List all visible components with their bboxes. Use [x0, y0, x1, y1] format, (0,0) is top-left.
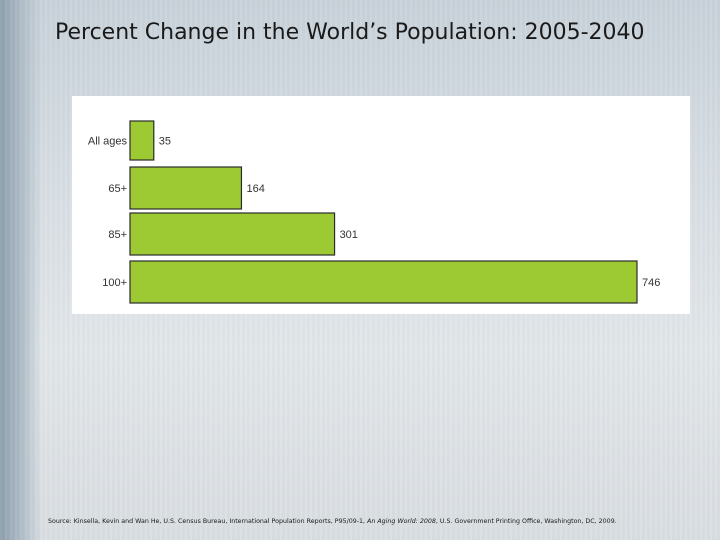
source-book-title: An Aging World: 2008: [367, 518, 436, 525]
left-decorative-strip: [0, 0, 42, 540]
category-label: 100+: [102, 277, 127, 289]
bar-100: [129, 260, 638, 304]
source-text-end: , U.S. Government Printing Office, Washi…: [435, 518, 617, 525]
category-label: 65+: [108, 183, 127, 195]
bar-65: [129, 166, 243, 210]
value-label: 746: [642, 277, 660, 289]
source-text: Source: Kinsella, Kevin and Wan He, U.S.…: [48, 518, 368, 525]
value-label: 35: [159, 136, 171, 148]
bar-85: [129, 212, 336, 256]
chart-panel: All ages 35 65+ 164 85+ 301 100+ 746: [72, 96, 690, 314]
value-label: 164: [246, 183, 264, 195]
category-label: All ages: [88, 136, 128, 148]
source-citation: Source: Kinsella, Kevin and Wan He, U.S.…: [48, 518, 713, 525]
bar-chart: All ages 35 65+ 164 85+ 301 100+ 746: [88, 120, 660, 304]
bar-all-ages: [129, 120, 155, 161]
category-label: 85+: [108, 229, 127, 241]
slide-title: Percent Change in the World’s Population…: [55, 20, 645, 45]
value-label: 301: [340, 229, 358, 241]
